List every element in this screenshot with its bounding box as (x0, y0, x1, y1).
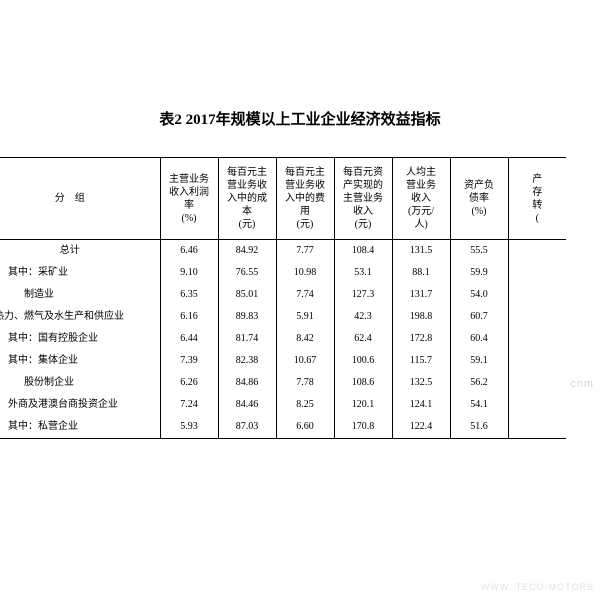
col-1: 主营业务收入利润率(%) (160, 158, 218, 240)
row-label: 其中：私营企业 (0, 416, 160, 439)
col-group: 分 组 (0, 158, 160, 240)
row-label: 其中：采矿业 (0, 262, 160, 284)
cell-value (508, 328, 566, 350)
cell-value (508, 416, 566, 439)
row-label: 总计 (0, 240, 160, 263)
table-row: 其中：集体企业7.3982.3810.67100.6115.759.1 (0, 350, 566, 372)
cell-value: 60.4 (450, 328, 508, 350)
cell-value (508, 240, 566, 263)
table-row: 外商及港澳台商投资企业7.2484.468.25120.1124.154.1 (0, 394, 566, 416)
cell-value: 122.4 (392, 416, 450, 439)
cell-value: 7.78 (276, 372, 334, 394)
col-3: 每百元主营业务收入中的费用(元) (276, 158, 334, 240)
cell-value: 62.4 (334, 328, 392, 350)
col-5: 人均主营业务收入(万元/人) (392, 158, 450, 240)
cell-value: 115.7 (392, 350, 450, 372)
cell-value: 84.46 (218, 394, 276, 416)
row-label: 制造业 (0, 284, 160, 306)
cell-value: 124.1 (392, 394, 450, 416)
cell-value: 8.42 (276, 328, 334, 350)
cell-value (508, 284, 566, 306)
cell-value: 76.55 (218, 262, 276, 284)
cell-value: 132.5 (392, 372, 450, 394)
cell-value: 6.60 (276, 416, 334, 439)
table-container: 分 组 主营业务收入利润率(%) 每百元主营业务收入中的成本(元) 每百元主营业… (0, 157, 600, 439)
cell-value: 127.3 (334, 284, 392, 306)
cell-value: 53.1 (334, 262, 392, 284)
row-label: 股份制企业 (0, 372, 160, 394)
col-6: 资产负债率(%) (450, 158, 508, 240)
cell-value: 9.10 (160, 262, 218, 284)
watermark-url: WWW. TECO-MOTORS (481, 582, 594, 592)
cell-value: 6.46 (160, 240, 218, 263)
cell-value: 6.26 (160, 372, 218, 394)
cell-value: 100.6 (334, 350, 392, 372)
cell-value: 54.0 (450, 284, 508, 306)
cell-value: 56.2 (450, 372, 508, 394)
cell-value: 59.1 (450, 350, 508, 372)
cell-value: 5.93 (160, 416, 218, 439)
cell-value (508, 394, 566, 416)
table-row: 、热力、燃气及水生产和供应业6.1689.835.9142.3198.860.7 (0, 306, 566, 328)
cell-value: 108.6 (334, 372, 392, 394)
cell-value: 81.74 (218, 328, 276, 350)
cell-value: 6.16 (160, 306, 218, 328)
cell-value: 131.7 (392, 284, 450, 306)
table-row: 其中：国有控股企业6.4481.748.4262.4172.860.4 (0, 328, 566, 350)
cell-value: 172.8 (392, 328, 450, 350)
cell-value: 85.01 (218, 284, 276, 306)
cell-value: 10.98 (276, 262, 334, 284)
cell-value: 10.67 (276, 350, 334, 372)
cell-value: 84.92 (218, 240, 276, 263)
cell-value: 170.8 (334, 416, 392, 439)
cell-value: 59.9 (450, 262, 508, 284)
cell-value: 88.1 (392, 262, 450, 284)
table-row: 制造业6.3585.017.74127.3131.754.0 (0, 284, 566, 306)
cell-value: 7.74 (276, 284, 334, 306)
cell-value: 84.86 (218, 372, 276, 394)
watermark-logo: cnm (570, 378, 594, 390)
cell-value: 6.35 (160, 284, 218, 306)
cell-value: 198.8 (392, 306, 450, 328)
row-label: 、热力、燃气及水生产和供应业 (0, 306, 160, 328)
cell-value: 5.91 (276, 306, 334, 328)
col-4: 每百元资产实现的主营业务收入(元) (334, 158, 392, 240)
cell-value: 7.77 (276, 240, 334, 263)
cell-value: 8.25 (276, 394, 334, 416)
cell-value: 87.03 (218, 416, 276, 439)
cell-value: 55.5 (450, 240, 508, 263)
cell-value: 120.1 (334, 394, 392, 416)
cell-value (508, 350, 566, 372)
table-row: 总计6.4684.927.77108.4131.555.5 (0, 240, 566, 263)
cell-value (508, 372, 566, 394)
row-label: 其中：国有控股企业 (0, 328, 160, 350)
cell-value: 6.44 (160, 328, 218, 350)
data-table: 分 组 主营业务收入利润率(%) 每百元主营业务收入中的成本(元) 每百元主营业… (0, 157, 566, 439)
cell-value (508, 262, 566, 284)
cell-value: 42.3 (334, 306, 392, 328)
cell-value (508, 306, 566, 328)
cell-value: 7.39 (160, 350, 218, 372)
col-7: 产存转( (508, 158, 566, 240)
table-row: 股份制企业6.2684.867.78108.6132.556.2 (0, 372, 566, 394)
cell-value: 60.7 (450, 306, 508, 328)
table-body: 总计6.4684.927.77108.4131.555.5其中：采矿业9.107… (0, 240, 566, 439)
cell-value: 131.5 (392, 240, 450, 263)
cell-value: 7.24 (160, 394, 218, 416)
cell-value: 82.38 (218, 350, 276, 372)
cell-value: 89.83 (218, 306, 276, 328)
table-row: 其中：私营企业5.9387.036.60170.8122.451.6 (0, 416, 566, 439)
row-label: 外商及港澳台商投资企业 (0, 394, 160, 416)
cell-value: 51.6 (450, 416, 508, 439)
cell-value: 108.4 (334, 240, 392, 263)
table-row: 其中：采矿业9.1076.5510.9853.188.159.9 (0, 262, 566, 284)
table-title: 表2 2017年规模以上工业企业经济效益指标 (0, 0, 600, 157)
row-label: 其中：集体企业 (0, 350, 160, 372)
cell-value: 54.1 (450, 394, 508, 416)
col-2: 每百元主营业务收入中的成本(元) (218, 158, 276, 240)
header-row: 分 组 主营业务收入利润率(%) 每百元主营业务收入中的成本(元) 每百元主营业… (0, 158, 566, 240)
